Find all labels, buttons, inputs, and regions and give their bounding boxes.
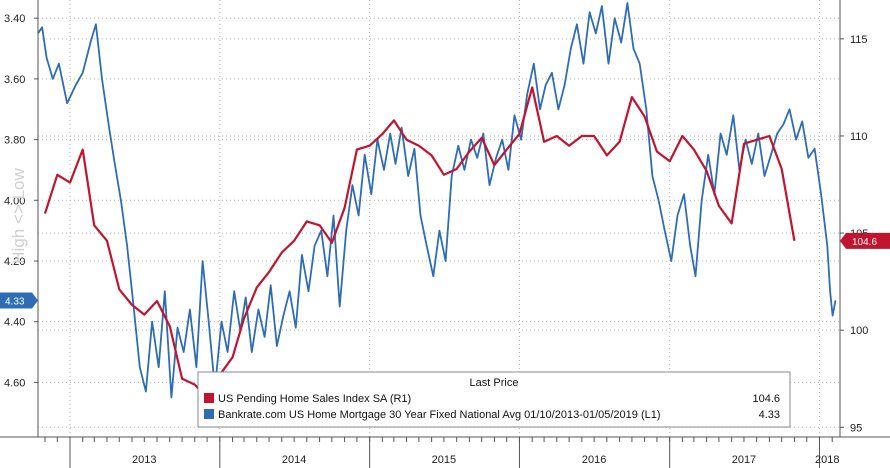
left-tick-label: 3.60 <box>4 74 25 86</box>
x-tick-label: 2014 <box>282 454 306 466</box>
left-axis-ticks: 3.40 3.60 3.80 4.00 4.20 4.40 4.60 <box>4 13 38 389</box>
series-layer <box>37 2 837 400</box>
legend-box <box>197 371 791 428</box>
right-badge-shape <box>840 232 890 249</box>
left-badge-shape <box>0 292 38 309</box>
legend: Last Price US Pending Home Sales Index S… <box>197 371 791 428</box>
x-tick-label: 2013 <box>132 454 156 466</box>
legend-swatch-pending-sales <box>204 393 214 403</box>
right-badge-value: 104.6 <box>852 237 877 248</box>
right-tick-label: 110 <box>850 131 868 143</box>
right-tick-label: 100 <box>850 325 868 337</box>
left-badge-value: 4.33 <box>5 296 25 307</box>
series-line-mortgage-rate <box>37 2 837 399</box>
plot-area <box>38 0 840 437</box>
right-axis-ticks: 95100105110115 <box>840 34 868 434</box>
y-left-axis-label: High <> Low <box>9 168 28 264</box>
legend-value-mortgage-rate: 4.33 <box>759 409 780 421</box>
x-tick-label: 2015 <box>432 454 456 466</box>
left-tick-label: 4.00 <box>4 195 25 207</box>
legend-swatch-mortgage-rate <box>204 409 214 419</box>
left-tick-label: 4.20 <box>4 256 25 268</box>
right-tick-label: 115 <box>850 34 868 46</box>
legend-header: Last Price <box>470 377 519 389</box>
right-last-value-badge: 104.6 <box>840 232 890 249</box>
x-tick-label: 2017 <box>732 454 756 466</box>
left-tick-label: 3.40 <box>4 13 25 25</box>
left-tick-label: 4.60 <box>4 377 25 389</box>
x-axis-ticks: 2013 2014 2015 2016 2017 2018 <box>44 437 840 468</box>
legend-label-pending-sales: US Pending Home Sales Index SA (R1) <box>218 393 411 405</box>
x-tick-label: 2016 <box>582 454 606 466</box>
left-tick-label: 4.40 <box>4 317 25 329</box>
left-tick-label: 3.80 <box>4 135 25 147</box>
series-line-pending-home-sales <box>43 86 796 400</box>
legend-value-pending-sales: 104.6 <box>752 393 780 405</box>
left-last-value-badge: 4.33 <box>0 292 38 309</box>
right-tick-label: 95 <box>850 422 862 434</box>
x-tick-label: 2018 <box>815 454 839 466</box>
legend-label-mortgage-rate: Bankrate.com US Home Mortgage 30 Year Fi… <box>218 409 661 421</box>
